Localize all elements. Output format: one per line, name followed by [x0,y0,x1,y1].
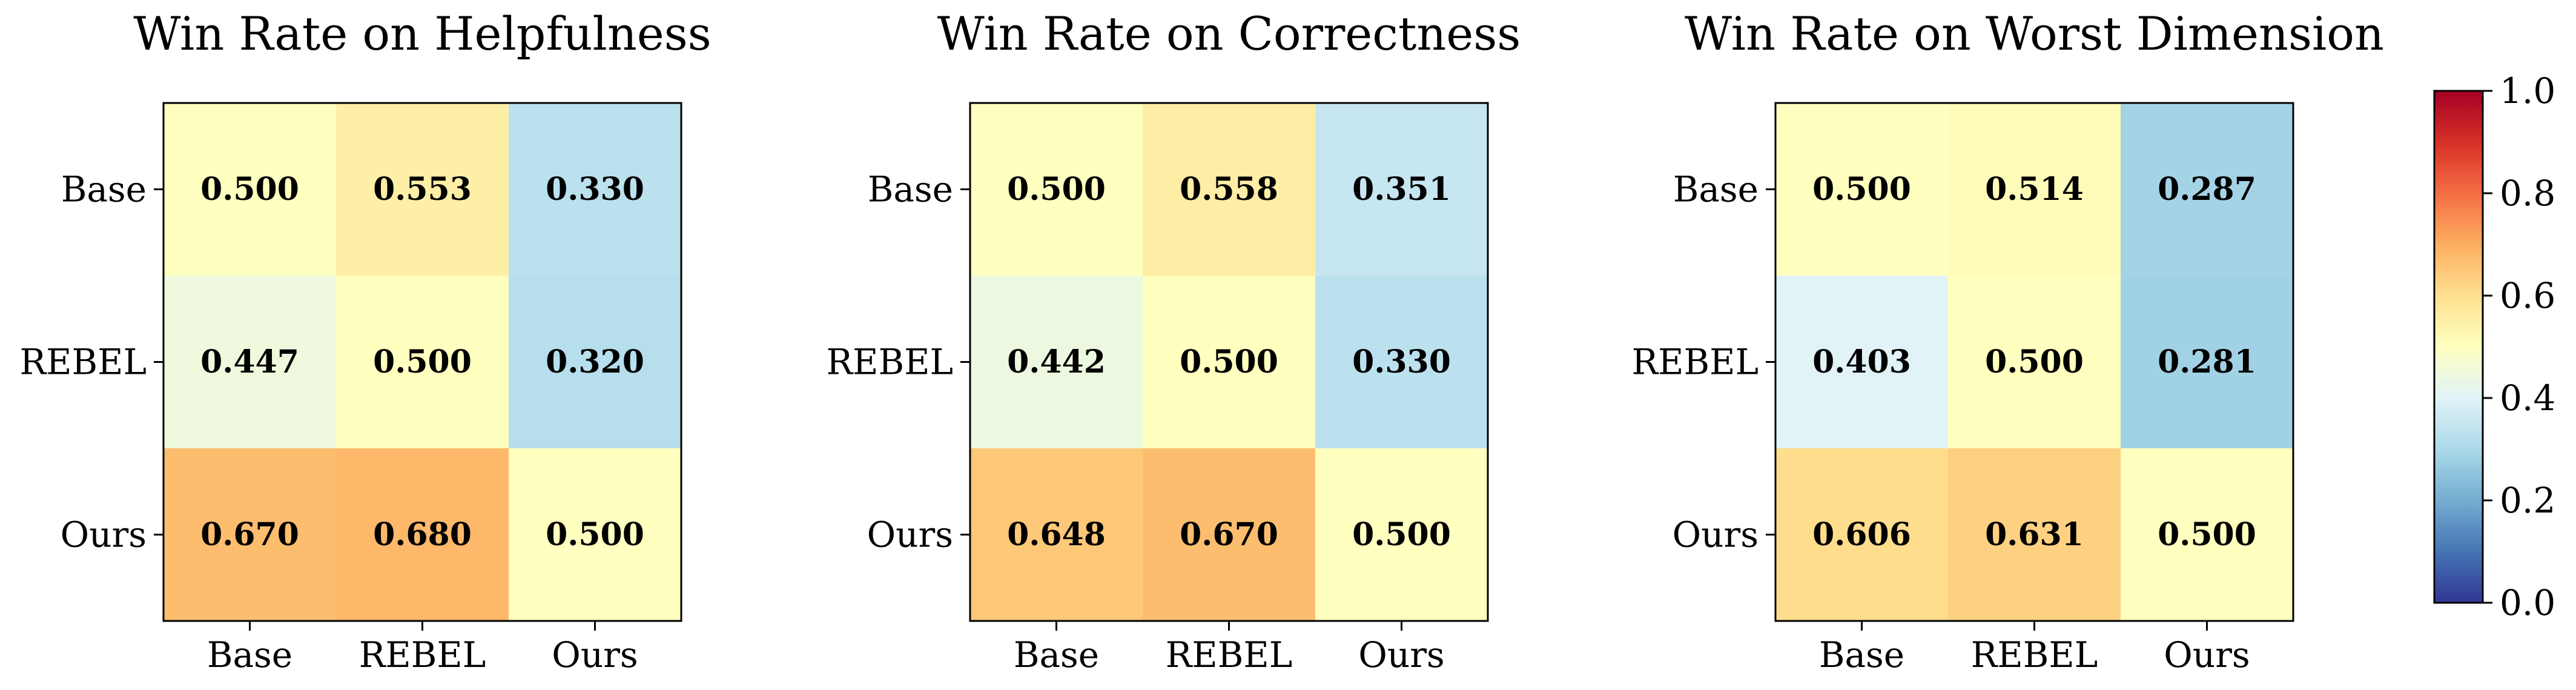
chart-title: Win Rate on Helpfulness [133,7,712,61]
heatmap-cell [163,103,336,276]
cell-value-label: 0.514 [1985,171,2084,208]
heatmap-cell [1143,276,1315,448]
cell-value-label: 0.648 [1007,516,1106,553]
cell-value-label: 0.670 [1180,516,1278,553]
heatmap-panels: Win Rate on Helpfulness 0.500 0.553 0.330 0.… [20,7,2385,675]
y-tick-label: REBEL [827,342,954,383]
cell-value-label: 0.558 [1180,171,1278,208]
heatmap-cell [1948,103,2121,276]
cell-value-label: 0.500 [1985,343,2084,380]
y-tick-label: Base [1673,169,1759,210]
x-tick-label: Base [207,634,292,675]
y-tick-label: Ours [867,514,953,556]
heatmap-cell [509,276,681,448]
heatmap-cell [336,103,509,276]
colorbar: 0.0 0.2 0.4 0.6 0.8 1.0 [2433,70,2555,623]
heatmap-cell [163,276,336,448]
heatmap-cell [336,276,509,448]
heatmap-cell [336,448,509,621]
heatmap-cell [1775,103,1948,276]
x-tick-label: Ours [552,634,638,675]
heatmap-cell [1143,103,1315,276]
cell-value-label: 0.606 [1812,516,1911,553]
cell-value-label: 0.680 [373,516,472,553]
cell-value-label: 0.287 [2158,171,2256,208]
cell-value-label: 0.500 [373,343,472,380]
heatmap-cell [970,448,1143,621]
y-tick-label: Ours [1673,514,1759,556]
heatmap-panel: Win Rate on Worst Dimension 0.500 0.514 0.2… [1632,7,2385,675]
cell-value-label: 0.500 [1352,516,1451,553]
chart-title: Win Rate on Correctness [937,7,1521,61]
cell-value-label: 0.281 [2158,343,2256,380]
heatmap-panel: Win Rate on Correctness 0.500 0.558 0.351 0.… [827,7,1521,675]
cell-value-label: 0.447 [200,343,299,380]
heatmap-cell [509,448,681,621]
y-tick-label: Base [61,169,147,210]
cell-value-label: 0.403 [1812,343,1911,380]
cell-value-label: 0.330 [1352,343,1451,380]
y-tick-label: Ours [61,514,147,556]
heatmap-cell [1775,448,1948,621]
cell-value-label: 0.500 [546,516,644,553]
cell-value-label: 0.351 [1352,171,1451,208]
heatmap-cell [1948,276,2121,448]
heatmap-cell [163,448,336,621]
heatmap-cell [1948,448,2121,621]
colorbar-tick-label: 0.2 [2500,480,2555,521]
cell-value-label: 0.320 [546,343,644,380]
colorbar-tick-label: 0.8 [2500,173,2555,214]
heatmap-cell [509,103,681,276]
x-tick-label: Ours [1358,634,1444,675]
colorbar-tick-label: 0.6 [2500,275,2555,316]
cell-value-label: 0.330 [546,171,644,208]
x-tick-label: Base [1014,634,1099,675]
heatmap-cell [2121,103,2293,276]
cell-value-label: 0.670 [200,516,299,553]
cell-value-label: 0.442 [1007,343,1106,380]
colorbar-tick-label: 0.0 [2500,582,2555,623]
heatmap-cell [1143,448,1315,621]
colorbar-tick-label: 0.4 [2500,377,2555,419]
heatmap-cell [970,276,1143,448]
heatmap-panel: Win Rate on Helpfulness 0.500 0.553 0.330 0.… [20,7,712,675]
cell-value-label: 0.500 [200,171,299,208]
heatmap-cell [1315,276,1488,448]
x-tick-label: REBEL [359,634,486,675]
cell-value-label: 0.553 [373,171,472,208]
y-tick-label: Base [868,169,953,210]
y-tick-label: REBEL [20,342,147,383]
heatmap-cell [2121,448,2293,621]
heatmap-cell [1315,103,1488,276]
y-tick-label: REBEL [1632,342,1759,383]
x-tick-label: REBEL [1166,634,1293,675]
colorbar-tick-label: 1.0 [2500,70,2555,111]
heatmap-cell [1775,276,1948,448]
cell-value-label: 0.500 [1812,171,1911,208]
cell-value-label: 0.500 [1007,171,1106,208]
x-tick-label: Ours [2164,634,2250,675]
x-tick-label: Base [1819,634,1904,675]
cell-value-label: 0.500 [1180,343,1278,380]
x-tick-label: REBEL [1971,634,2098,675]
heatmap-cell [2121,276,2293,448]
heatmap-cell [970,103,1143,276]
heatmap-cell [1315,448,1488,621]
cell-value-label: 0.500 [2158,516,2256,553]
cell-value-label: 0.631 [1985,516,2084,553]
colorbar-gradient [2433,90,2484,604]
chart-title: Win Rate on Worst Dimension [1685,7,2384,61]
